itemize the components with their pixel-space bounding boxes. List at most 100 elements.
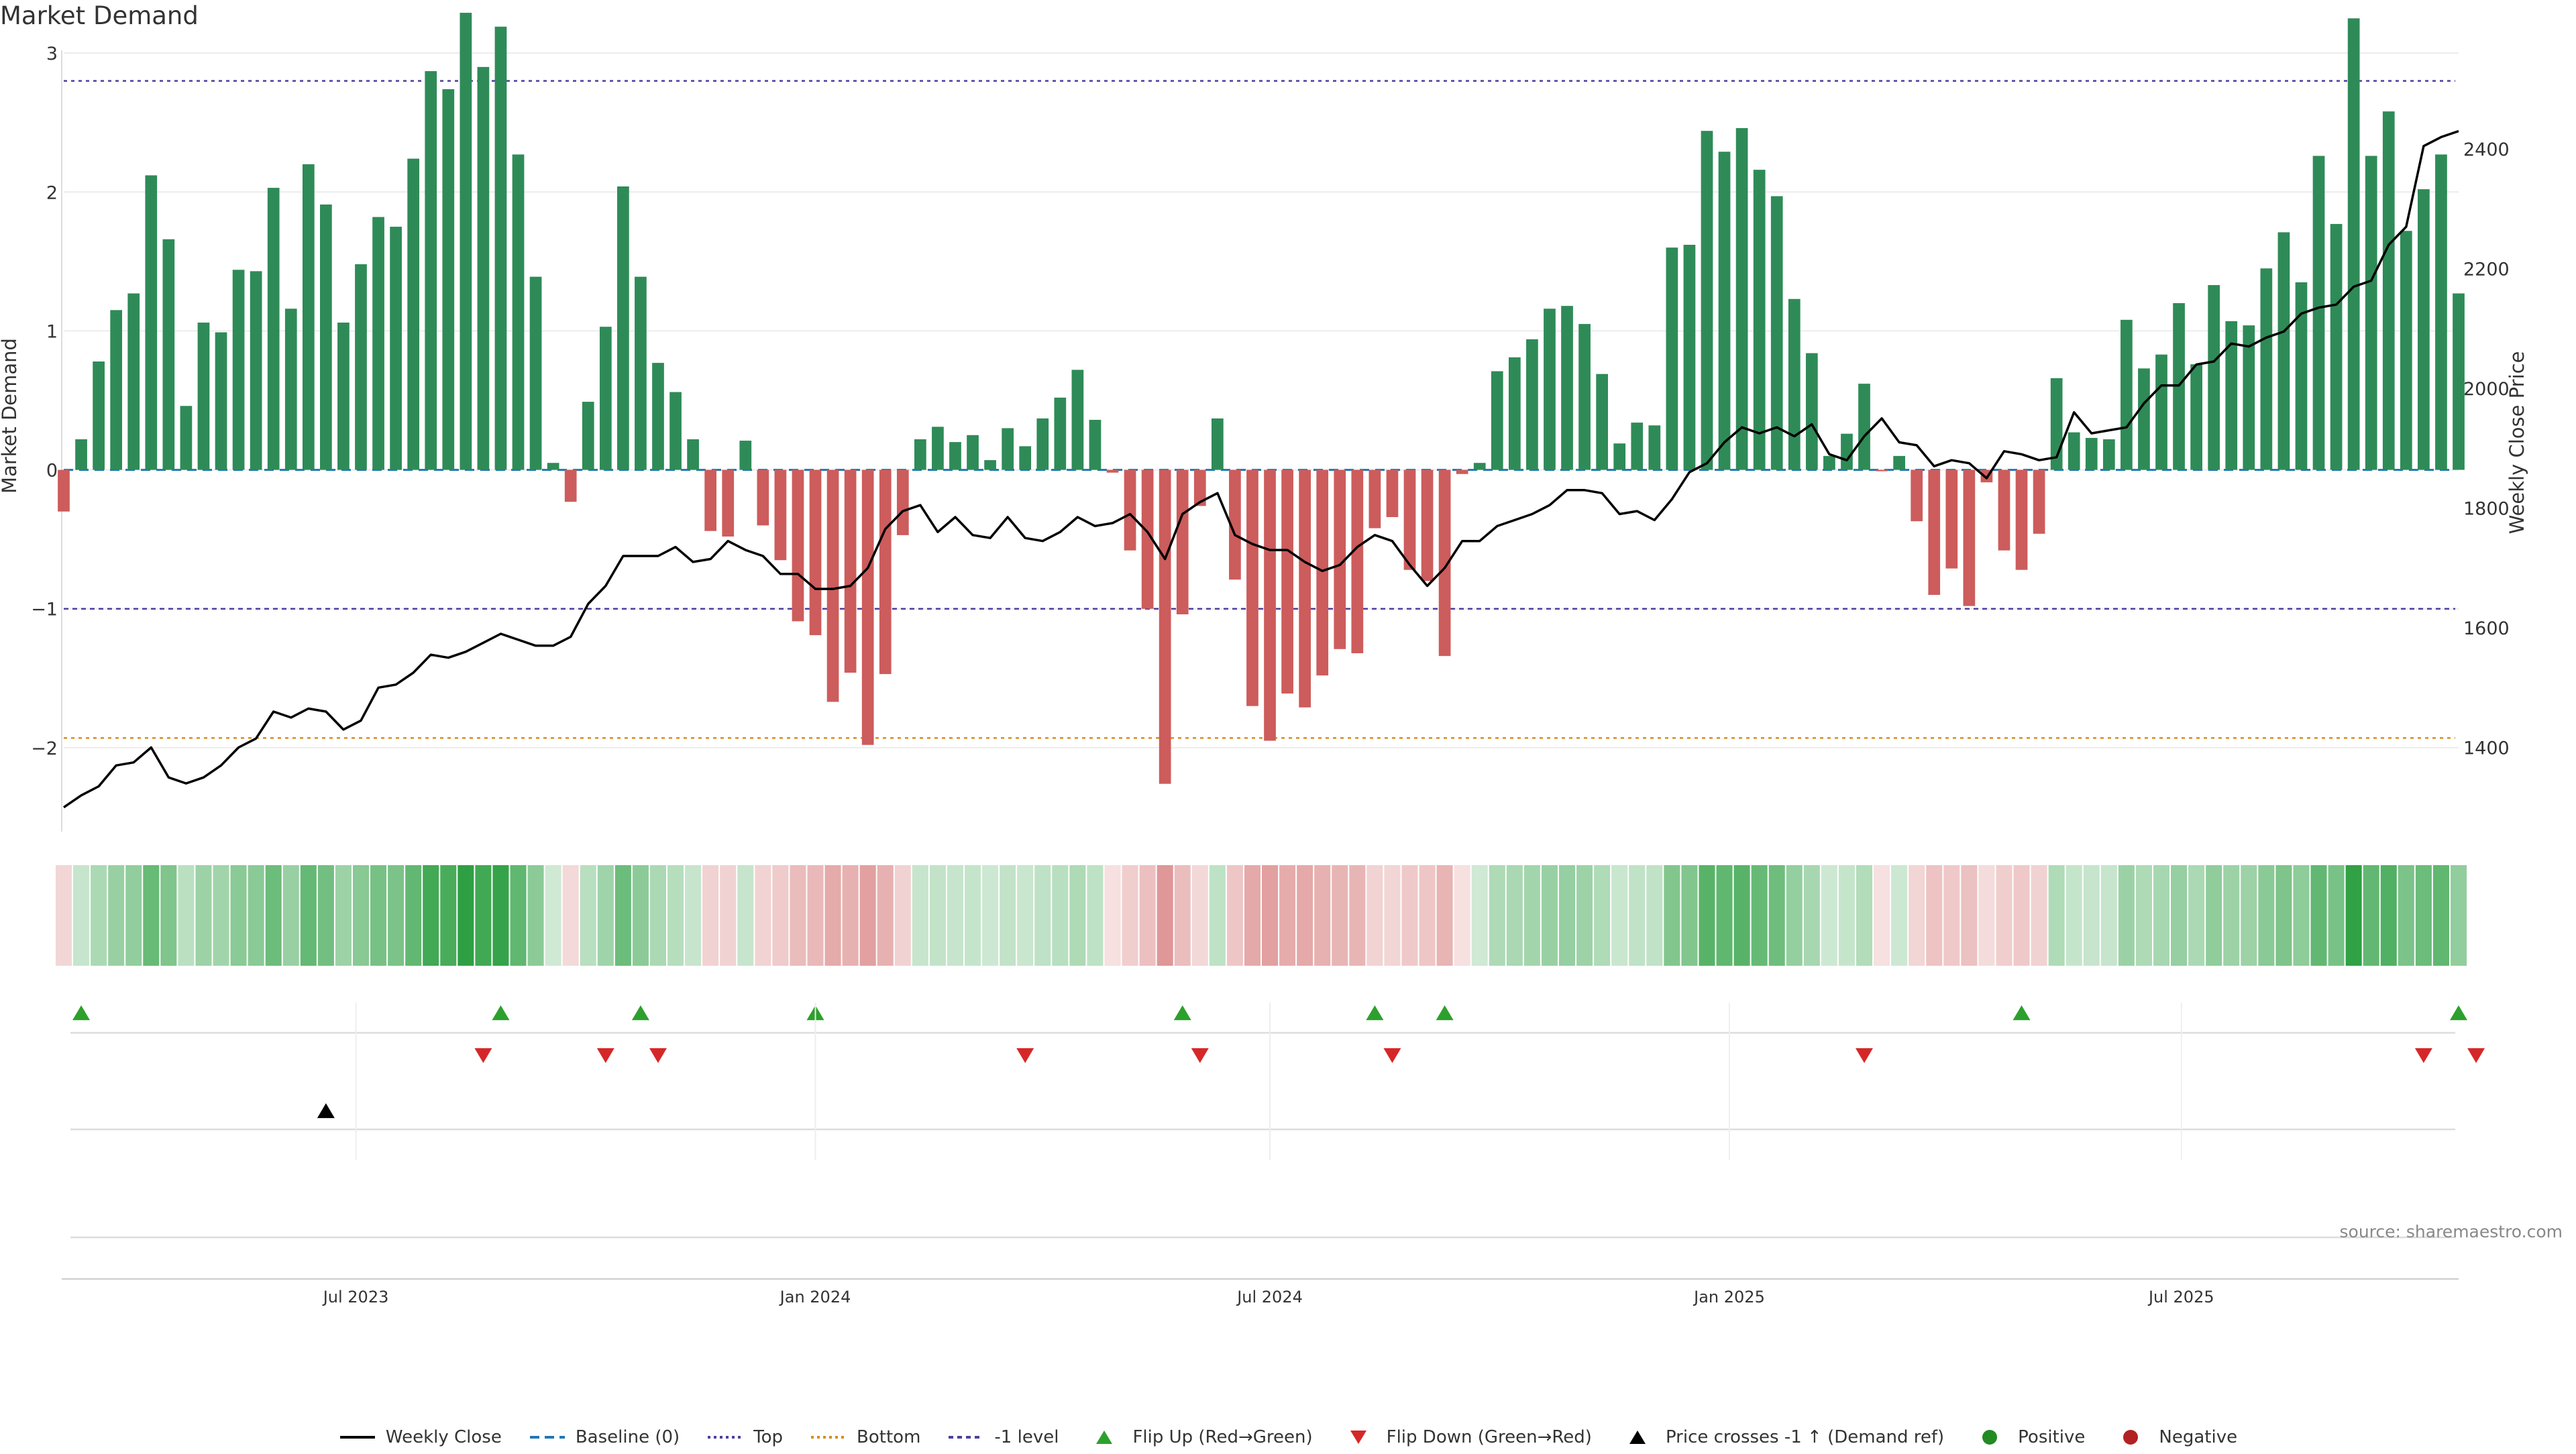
demand-bar	[1561, 306, 1573, 470]
demand-bar	[180, 406, 193, 470]
demand-bar	[2453, 293, 2465, 470]
event-markers	[70, 1005, 2485, 1239]
flip-down-marker	[1856, 1048, 1874, 1063]
demand-bar	[320, 204, 332, 470]
demand-bar	[547, 463, 559, 470]
strip-cell	[859, 865, 876, 966]
legend-cross: Price crosses -1 ↑ (Demand ref)	[1619, 1427, 1944, 1447]
demand-bar	[582, 402, 594, 470]
strip-cell	[405, 865, 422, 966]
strip-cell	[55, 865, 72, 966]
strip-cell	[1716, 865, 1733, 966]
strip-cell	[1279, 865, 1296, 966]
demand-bar	[1963, 469, 1976, 606]
demand-bar	[722, 469, 735, 537]
legend-dotted-symbol	[708, 1436, 743, 1439]
strip-cell	[1017, 865, 1034, 966]
strip-cell	[1139, 865, 1156, 966]
strip-cell	[2328, 865, 2345, 966]
strip-cell	[649, 865, 667, 966]
strip-cell	[2083, 865, 2100, 966]
demand-bar	[1613, 443, 1626, 470]
x-tick-label: Jan 2024	[779, 1288, 851, 1306]
demand-bar	[1036, 418, 1049, 470]
demand-bar	[1403, 469, 1416, 570]
legend-label: Weekly Close	[385, 1427, 502, 1447]
y-tick-label: −2	[31, 738, 58, 759]
demand-bar	[2138, 368, 2150, 470]
demand-bar	[1246, 469, 1258, 706]
demand-bar	[1928, 469, 1941, 595]
strip-cell	[1838, 865, 1855, 966]
demand-bar	[1054, 397, 1067, 470]
legend: Weekly Close Baseline (0) Top Bottom -1 …	[0, 1420, 2576, 1454]
demand-bar	[2295, 282, 2308, 470]
strip-cell	[2415, 865, 2432, 966]
strip-cell	[877, 865, 894, 966]
demand-bar	[2102, 439, 2115, 470]
strip-cell	[2363, 865, 2379, 966]
y2-tick-label: 1600	[2463, 618, 2510, 639]
demand-bar	[2382, 111, 2395, 470]
legend-label: Bottom	[857, 1427, 921, 1447]
strip-cell	[720, 865, 737, 966]
demand-bar	[1421, 469, 1434, 581]
strip-cell	[352, 865, 370, 966]
demand-bar	[564, 469, 577, 502]
legend-label: Negative	[2159, 1427, 2238, 1447]
strip-cell	[440, 865, 457, 966]
demand-bar	[984, 460, 996, 470]
demand-bar	[2260, 268, 2273, 470]
strip-cell	[1821, 865, 1837, 966]
flip-up-marker	[1366, 1005, 1384, 1021]
flip-up-marker	[2450, 1005, 2467, 1021]
strip-cell	[2065, 865, 2082, 966]
strip-cell	[1803, 865, 1820, 966]
demand-bar	[442, 89, 455, 470]
demand-bar	[2068, 432, 2080, 470]
strip-cell	[842, 865, 859, 966]
strip-cell	[1384, 865, 1401, 966]
strip-cell	[1069, 865, 1086, 966]
legend-baseline: Baseline (0)	[529, 1427, 680, 1447]
x-tick-label: Jul 2023	[322, 1288, 389, 1306]
source-note: source: sharemaestro.com	[2339, 1222, 2563, 1241]
flip-up-marker	[72, 1005, 91, 1021]
demand-bar	[372, 217, 384, 470]
demand-bar	[2190, 364, 2202, 470]
demand-bar	[267, 188, 280, 470]
demand-bar	[284, 309, 297, 470]
strip-cell	[1594, 865, 1611, 966]
strip-cell	[230, 865, 247, 966]
demand-bars	[58, 13, 2465, 784]
dot-icon	[1982, 1430, 1998, 1445]
legend-flip-down: Flip Down (Green→Red)	[1340, 1427, 1592, 1447]
strip-cell	[2031, 865, 2047, 966]
demand-bar	[1788, 298, 1801, 470]
strip-cell	[1419, 865, 1436, 966]
demand-bar	[460, 13, 472, 470]
demand-bar	[1718, 152, 1731, 470]
strip-cell	[1000, 865, 1016, 966]
demand-bar	[2085, 437, 2098, 470]
x-tick-label: Jul 2025	[2147, 1288, 2214, 1306]
reference-levels	[64, 80, 2455, 739]
demand-bar	[1666, 247, 1678, 470]
demand-bar	[2033, 469, 2045, 534]
y2-tick-label: 1800	[2463, 499, 2510, 520]
demand-bar	[1229, 469, 1241, 580]
demand-bar	[757, 469, 769, 526]
demand-bar	[1438, 469, 1451, 657]
strip-cell	[562, 865, 579, 966]
strip-cell	[1576, 865, 1593, 966]
demand-bar	[58, 469, 70, 512]
demand-bar	[302, 164, 315, 470]
demand-bar	[390, 227, 402, 470]
demand-bar	[1456, 469, 1468, 474]
flip-down-marker	[2414, 1048, 2432, 1063]
demand-bar	[1193, 469, 1206, 506]
strip-cell	[1926, 865, 1943, 966]
demand-bar	[355, 264, 367, 470]
strip-cell	[108, 865, 125, 966]
y-tick-label: −1	[31, 600, 58, 620]
